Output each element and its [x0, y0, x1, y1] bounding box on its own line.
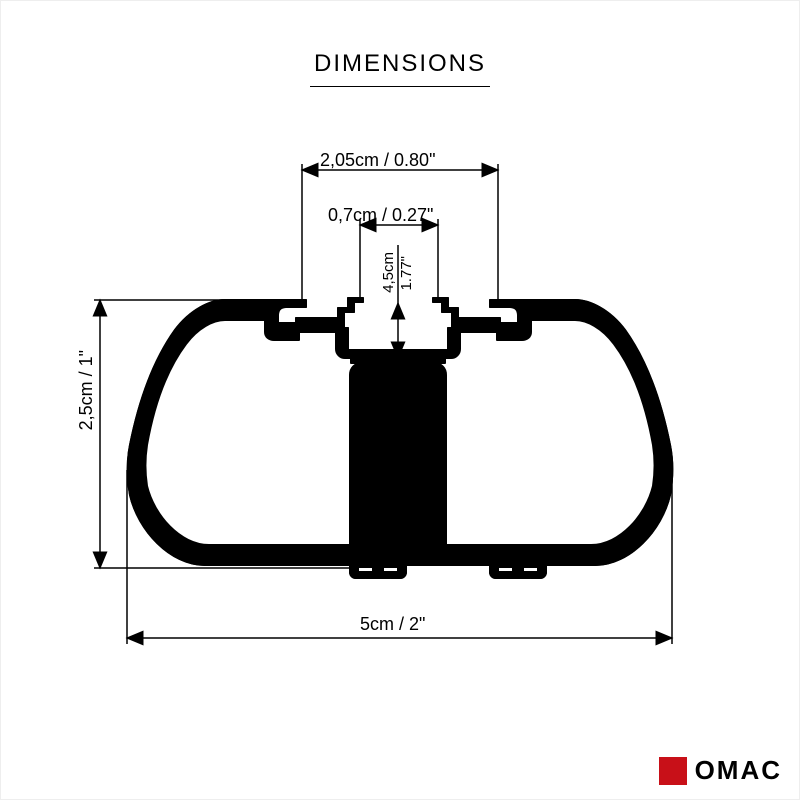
brand-logo: OMAC [659, 755, 782, 786]
dimension-label: 2,05cm / 0.80" [320, 150, 435, 171]
logo-text: OMAC [695, 755, 782, 786]
dimension-label: 1.77" [398, 256, 415, 291]
profile-shape [128, 298, 673, 578]
diagram-canvas: DIMENSIONS 2,05cm / 0.80"0,7cm / 0.27"2,… [0, 0, 800, 800]
figure-svg [0, 0, 800, 800]
dimension-label: 5cm / 2" [360, 614, 425, 635]
dimension-label: 2,5cm / 1" [76, 350, 97, 430]
dimension-label: 4,5cm [380, 252, 397, 293]
dimension-label: 0,7cm / 0.27" [328, 205, 433, 226]
logo-square-icon [659, 757, 687, 785]
